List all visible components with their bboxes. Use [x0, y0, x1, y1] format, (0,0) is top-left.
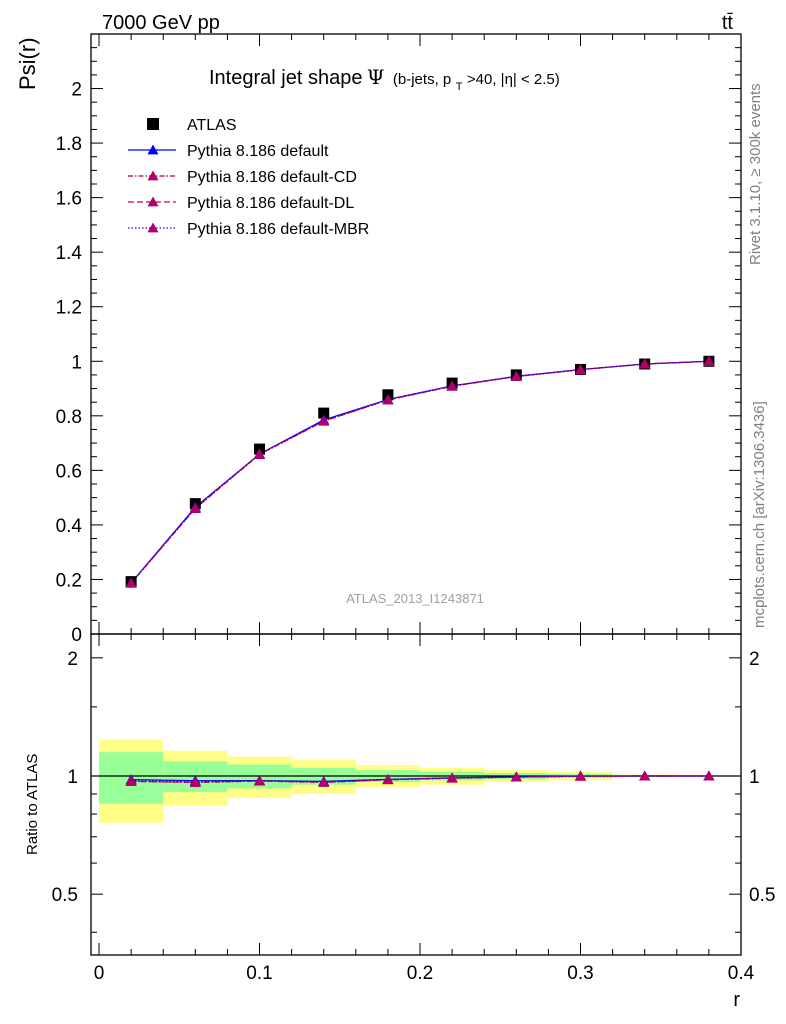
- chart-title: Integral jet shape Ψ (b-jets, p T >40, |…: [209, 65, 560, 94]
- analysis-label: ATLAS_2013_I1243871: [346, 591, 484, 606]
- mc-point: [639, 358, 651, 369]
- y-tick-label: 0.6: [56, 461, 82, 482]
- x-tick-label: 0.3: [567, 963, 593, 984]
- legend-marker-2: [147, 196, 159, 207]
- y-tick-label: 0.4: [56, 516, 83, 537]
- y-tick-label: 1.2: [56, 298, 82, 319]
- y-tick-label: 0.2: [56, 570, 82, 591]
- y-tick-label: 1.4: [56, 243, 83, 264]
- title-open: (b-jets, p: [393, 71, 451, 88]
- x-tick-label: 0.2: [407, 963, 433, 984]
- series-line-1: [130, 360, 709, 584]
- legend-marker-0: [147, 144, 159, 155]
- mc-point: [125, 577, 137, 588]
- ratio-panel: [91, 739, 741, 823]
- mc-point: [382, 394, 394, 405]
- mc-point: [254, 448, 266, 459]
- ratio-series-line-1: [131, 775, 709, 784]
- ratio-mc-point: [254, 775, 266, 785]
- main-panel: [125, 355, 715, 588]
- legend-marker-atlas: [147, 118, 159, 130]
- mcplots-label: mcplots.cern.ch [arXiv:1306.3436]: [751, 401, 768, 628]
- y-tick-label: 2: [71, 80, 82, 101]
- title-psi: Ψ: [367, 65, 385, 89]
- ratio-series-line-2: [131, 775, 709, 783]
- legend-label-2: Pythia 8.186 default-DL: [187, 195, 354, 212]
- ratio-mc-point: [703, 770, 715, 781]
- title-rest: >40, |η| < 2.5): [467, 71, 560, 88]
- series-line-3: [130, 360, 709, 584]
- x-axis-label: r: [733, 989, 740, 1011]
- legend: ATLAS Pythia 8.186 default Pythia 8.186 de…: [128, 117, 369, 238]
- ratio-mc-point: [510, 771, 522, 782]
- data-point: [318, 407, 330, 419]
- y-tick-label: 1.6: [56, 189, 82, 210]
- title-main: Integral jet shape: [209, 67, 362, 89]
- y-tick-label: 0.8: [56, 407, 82, 428]
- ratio-frame: [90, 633, 742, 956]
- y-axis-label: Psi(r): [15, 37, 40, 90]
- ratio-y-tick-label: 0.5: [52, 885, 78, 906]
- legend-label-1: Pythia 8.186 default-CD: [187, 169, 357, 186]
- process-label: tt̄: [722, 12, 734, 34]
- mc-point: [446, 380, 458, 391]
- x-tick-label: 0.4: [728, 963, 755, 984]
- ratio-mc-point: [575, 770, 587, 781]
- legend-label-0: Pythia 8.186 default: [187, 143, 329, 160]
- ratio-mc-point: [318, 776, 330, 787]
- ratio-y-tick-label-right: 1: [749, 767, 760, 788]
- series-line-0: [130, 360, 709, 584]
- mc-point: [510, 371, 522, 381]
- legend-marker-3: [147, 222, 159, 233]
- rivet-label: Rivet 3.1.10, ≥ 300k events: [747, 83, 764, 265]
- mc-point: [703, 355, 715, 366]
- mc-point: [318, 415, 330, 426]
- mc-point: [189, 502, 201, 513]
- ratio-y-axis-label: Ratio to ATLAS: [24, 754, 41, 855]
- x-tick-label: 0.1: [246, 963, 272, 984]
- ratio-mc-point: [446, 772, 458, 783]
- ratio-y-tick-label: 2: [67, 649, 78, 670]
- x-tick-label: 0: [94, 963, 105, 984]
- ratio-y-tick-label: 1: [67, 767, 78, 788]
- ratio-y-tick-label-right: 0.5: [749, 885, 775, 906]
- legend-label-atlas: ATLAS: [187, 117, 237, 134]
- ratio-mc-point: [639, 770, 651, 781]
- ratio-mc-point: [189, 776, 201, 787]
- frames: 0 0.2 0.4 0.6 0.8 1 1.2 1.4 1.6 1.8 2 0.5 0.5 1 1 2 2 0 0.…: [52, 33, 775, 984]
- ratio-mc-point: [125, 775, 137, 785]
- ratio-y-tick-label-right: 2: [749, 649, 760, 670]
- mc-point: [575, 364, 587, 375]
- legend-marker-1: [147, 170, 159, 181]
- y-tick-label: 0: [71, 625, 82, 646]
- ratio-mc-point: [382, 774, 394, 784]
- legend-label-3: Pythia 8.186 default-MBR: [187, 221, 369, 238]
- collision-label: 7000 GeV pp: [102, 12, 220, 34]
- title-sub: T: [456, 81, 463, 93]
- y-tick-label: 1: [71, 352, 82, 373]
- y-tick-label: 1.8: [56, 134, 82, 155]
- series-line-2: [130, 360, 709, 584]
